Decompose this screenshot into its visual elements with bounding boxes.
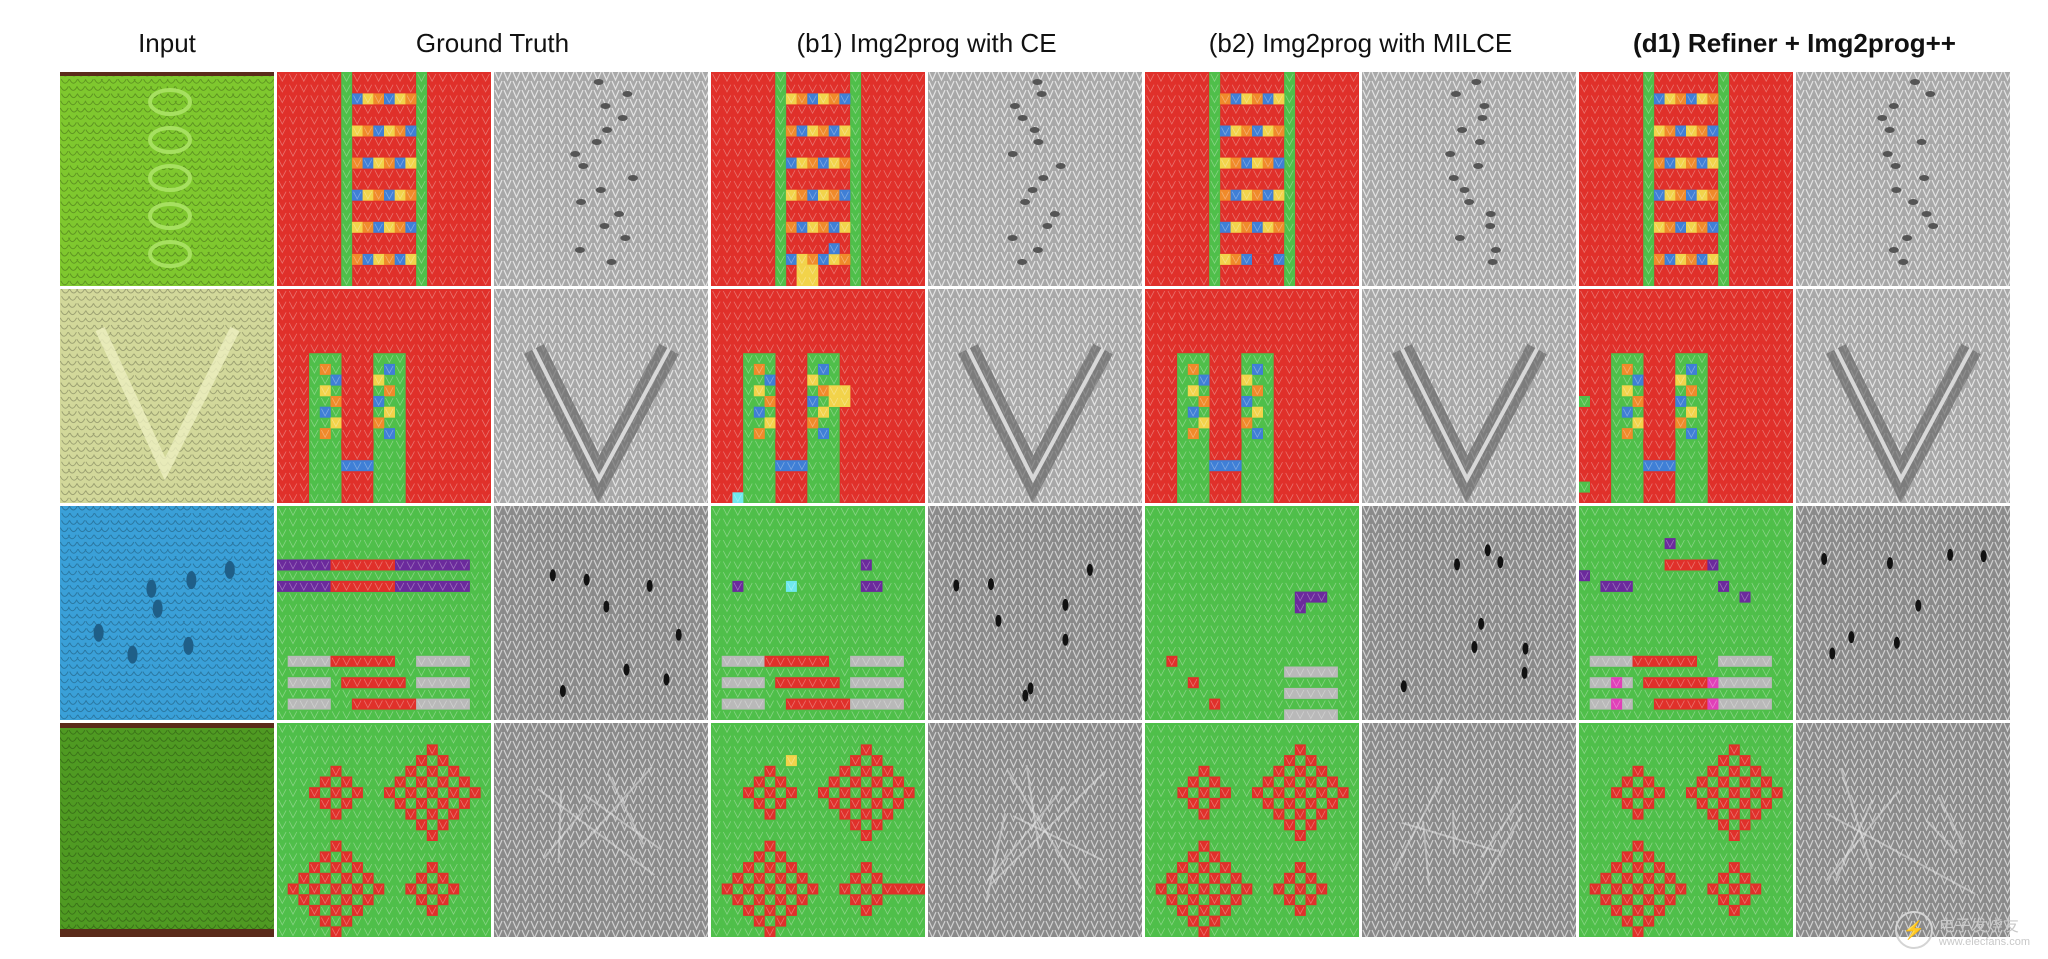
panel-cable-ladder-input-photo [60,72,274,286]
panel-v-cable-ground-truth-render [494,289,708,503]
panel-v-cable-b1-program [711,289,925,503]
panel-v-cable-ground-truth-program [277,289,491,503]
watermark: ⚡ 电子发烧友 www.elecfans.com [1894,911,2030,949]
panel-lace-eyelets-b2-render [1362,506,1576,720]
panel-lace-eyelets-d1-render [1796,506,2010,720]
panel-diamonds-b2-program [1145,723,1359,937]
header-ground-truth: Ground Truth [415,28,570,58]
panel-cable-ladder-d1-program [1579,72,1793,286]
panel-diamonds-input-photo [60,723,274,937]
panel-cable-ladder-d1-render [1796,72,2010,286]
watermark-subtext: www.elecfans.com [1938,936,2030,948]
panel-cable-ladder-ground-truth-program [277,72,491,286]
panel-cable-ladder-b2-program [1145,72,1359,286]
panel-v-cable-input-photo [60,289,274,503]
panel-diamonds-b1-render [928,723,1142,937]
panel-cable-ladder-ground-truth-render [494,72,708,286]
watermark-text: 电子发烧友 [1938,918,2019,935]
panel-diamonds-d1-program [1579,723,1793,937]
panel-lace-eyelets-b1-render [928,506,1142,720]
panel-diamonds-d1-render [1796,723,2010,937]
panel-lace-eyelets-b2-program [1145,506,1359,720]
panel-v-cable-b2-program [1145,289,1359,503]
panel-diamonds-b1-program [711,723,925,937]
panel-diamonds-ground-truth-program [277,723,491,937]
header-input: Input [138,28,196,58]
panel-cable-ladder-b1-render [928,72,1142,286]
header-d1: (d1) Refiner + Img2prog++ [1633,28,1956,58]
watermark-logo-icon: ⚡ [1894,911,1933,949]
panel-v-cable-d1-render [1796,289,2010,503]
header-b1: (b1) Img2prog with CE [796,28,1057,58]
panel-lace-eyelets-d1-program [1579,506,1793,720]
panel-lace-eyelets-ground-truth-program [277,506,491,720]
panel-cable-ladder-b2-render [1362,72,1576,286]
panel-v-cable-b2-render [1362,289,1576,503]
panel-v-cable-d1-program [1579,289,1793,503]
header-b2: (b2) Img2prog with MILCE [1208,28,1513,58]
results-figure-grid [60,72,2010,938]
panel-v-cable-b1-render [928,289,1142,503]
panel-lace-eyelets-ground-truth-render [494,506,708,720]
panel-lace-eyelets-input-photo [60,506,274,720]
panel-diamonds-ground-truth-render [494,723,708,937]
panel-cable-ladder-b1-program [711,72,925,286]
panel-diamonds-b2-render [1362,723,1576,937]
panel-lace-eyelets-b1-program [711,506,925,720]
